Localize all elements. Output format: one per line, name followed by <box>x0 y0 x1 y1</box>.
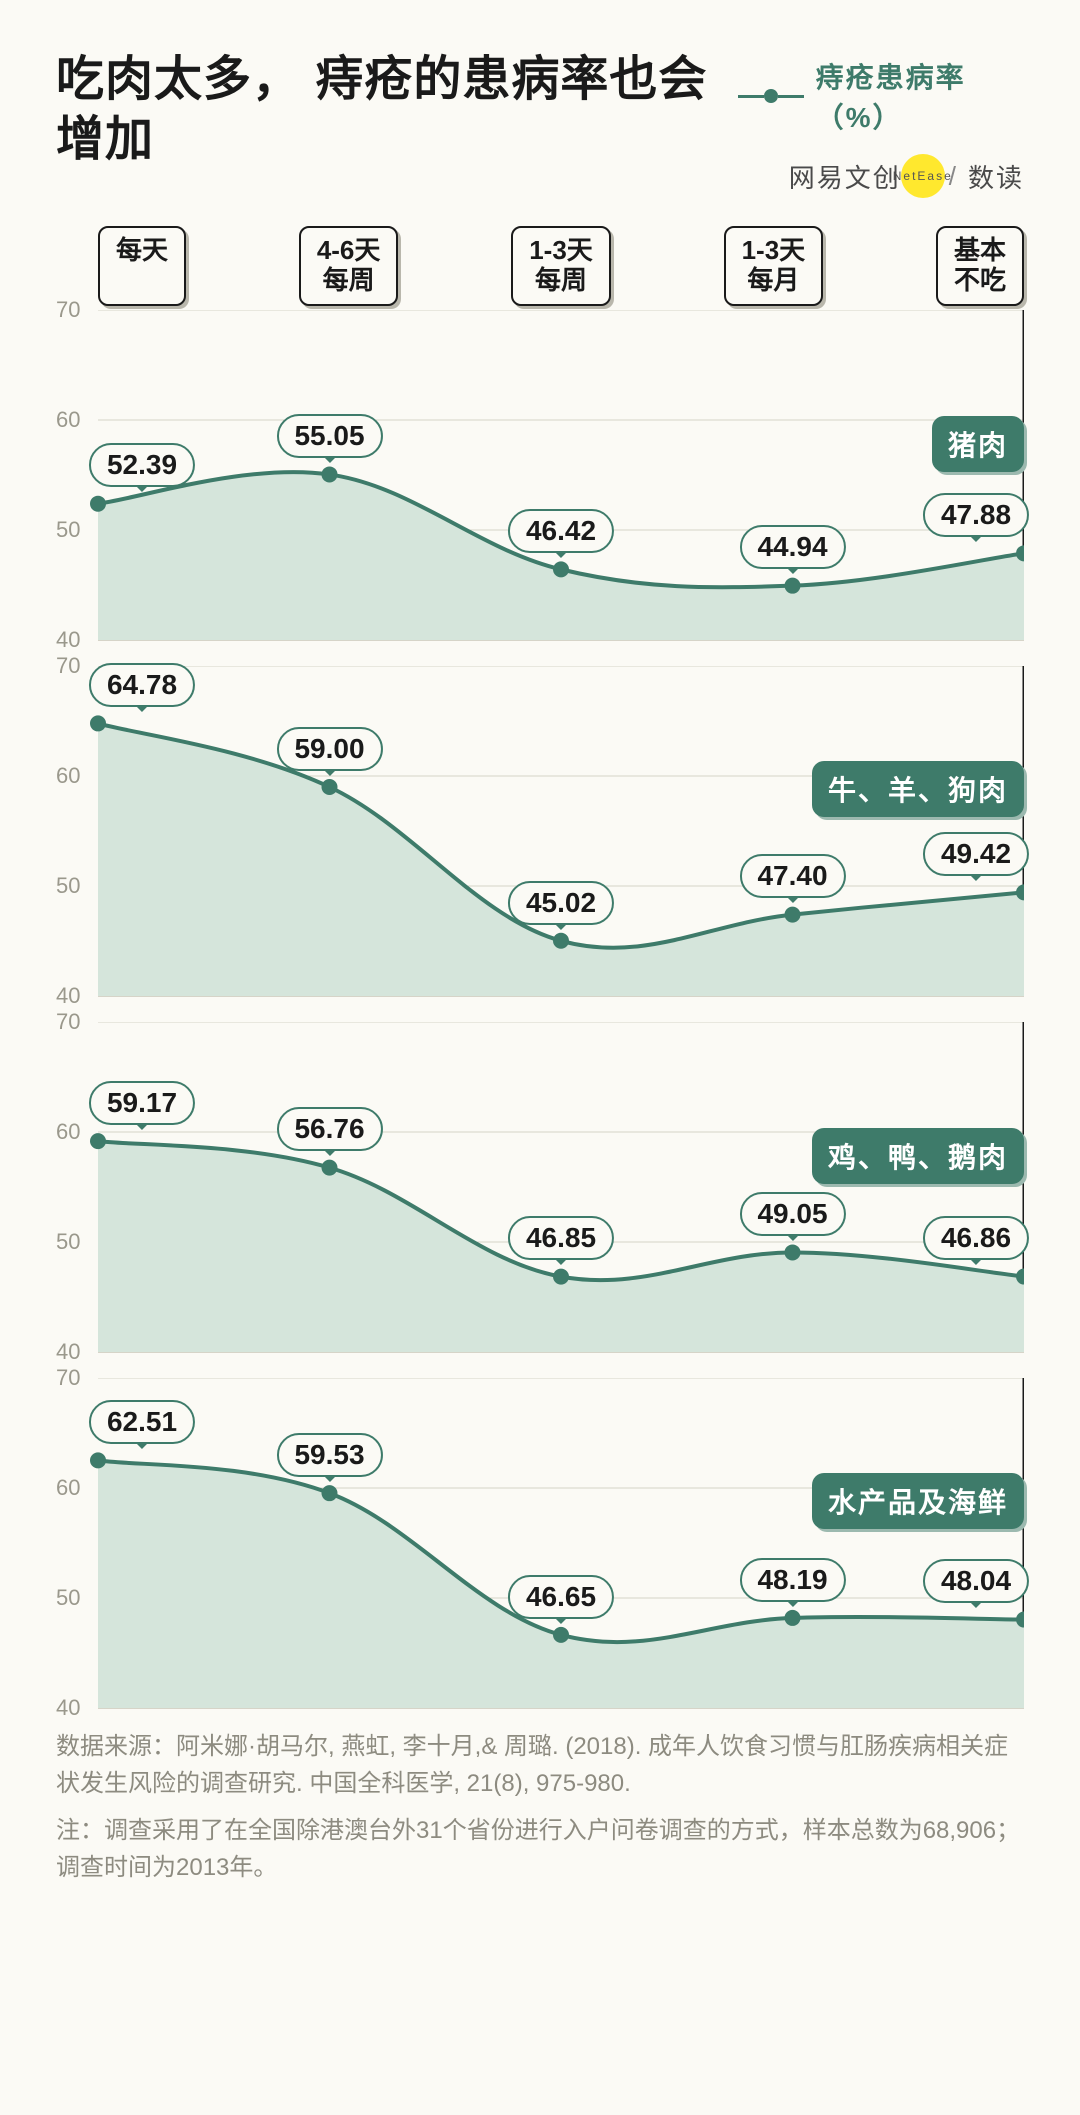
y-tick-label: 70 <box>56 297 80 323</box>
legend: 痔疮患病率（%） <box>738 56 1024 136</box>
footer-source: 数据来源：阿米娜·胡马尔, 燕虹, 李十月,& 周璐. (2018). 成年人饮… <box>56 1728 1024 1802</box>
data-point-label: 56.76 <box>276 1107 382 1151</box>
y-tick-label: 70 <box>56 1009 80 1035</box>
chart-panel: 40506070牛、羊、狗肉64.7859.0045.0247.4049.42 <box>56 666 1024 996</box>
data-point-label: 59.17 <box>89 1081 195 1125</box>
y-tick-label: 50 <box>56 517 80 543</box>
data-point-label: 48.19 <box>739 1558 845 1602</box>
brand-circle-icon: NetEase <box>901 154 945 198</box>
data-marker <box>90 495 106 511</box>
x-category-pill: 基本 不吃 <box>936 226 1024 306</box>
data-point-label: 46.85 <box>508 1216 614 1260</box>
y-tick-label: 40 <box>56 1339 80 1365</box>
x-category-pill: 每天 <box>98 226 186 306</box>
y-tick-label: 50 <box>56 1585 80 1611</box>
footer: 数据来源：阿米娜·胡马尔, 燕虹, 李十月,& 周璐. (2018). 成年人饮… <box>0 1708 1080 1927</box>
legend-swatch-icon <box>738 89 804 103</box>
x-axis-categories: 每天 4-6天 每周 1-3天 每周 1-3天 每月 基本 不吃 <box>0 208 1080 310</box>
chart-svg <box>56 1022 1024 1356</box>
chart-panel: 40506070水产品及海鲜62.5159.5346.6548.1948.04 <box>56 1378 1024 1708</box>
y-tick-label: 60 <box>56 763 80 789</box>
data-marker <box>90 1133 106 1149</box>
data-point-label: 59.00 <box>276 727 382 771</box>
data-marker <box>90 1452 106 1468</box>
brand-slash: / <box>949 161 958 192</box>
data-point-label: 59.53 <box>276 1433 382 1477</box>
y-tick-label: 70 <box>56 1365 80 1391</box>
y-tick-label: 60 <box>56 1119 80 1145</box>
x-category-pill: 1-3天 每周 <box>511 226 611 306</box>
meat-category-label: 水产品及海鲜 <box>812 1473 1024 1529</box>
data-point-label: 55.05 <box>276 414 382 458</box>
data-point-label: 49.42 <box>923 832 1029 876</box>
chart-svg <box>56 666 1024 1000</box>
meat-category-label: 牛、羊、狗肉 <box>812 761 1024 817</box>
data-point-label: 62.51 <box>89 1400 195 1444</box>
brand-post-text: 数读 <box>968 158 1024 195</box>
data-point-label: 46.65 <box>508 1575 614 1619</box>
data-point-label: 47.40 <box>739 854 845 898</box>
y-tick-label: 50 <box>56 1229 80 1255</box>
footer-note: 注：调查采用了在全国除港澳台外31个省份进行入户问卷调查的方式，样本总数为68,… <box>56 1812 1024 1886</box>
data-point-label: 45.02 <box>508 881 614 925</box>
data-point-label: 46.42 <box>508 509 614 553</box>
data-point-label: 47.88 <box>923 493 1029 537</box>
chart-svg <box>56 310 1024 644</box>
data-point-label: 52.39 <box>89 443 195 487</box>
brand-logo: 网易文创 NetEase / 数读 <box>789 154 1024 198</box>
data-marker <box>90 715 106 731</box>
y-tick-label: 60 <box>56 407 80 433</box>
chart-svg <box>56 1378 1024 1712</box>
data-point-label: 64.78 <box>89 663 195 707</box>
y-tick-label: 60 <box>56 1475 80 1501</box>
y-tick-label: 40 <box>56 1695 80 1721</box>
y-tick-label: 50 <box>56 873 80 899</box>
data-point-label: 46.86 <box>923 1216 1029 1260</box>
x-category-pill: 4-6天 每周 <box>299 226 399 306</box>
y-tick-label: 40 <box>56 627 80 653</box>
meat-category-label: 猪肉 <box>932 416 1024 472</box>
data-point-label: 48.04 <box>923 1559 1029 1603</box>
y-tick-label: 70 <box>56 653 80 679</box>
chart-panel: 40506070鸡、鸭、鹅肉59.1756.7646.8549.0546.86 <box>56 1022 1024 1352</box>
meat-category-label: 鸡、鸭、鹅肉 <box>812 1128 1024 1184</box>
brand-pre-text: 网易文创 <box>789 158 901 195</box>
legend-label: 痔疮患病率（%） <box>816 56 1024 136</box>
data-point-label: 49.05 <box>739 1192 845 1236</box>
data-point-label: 44.94 <box>739 525 845 569</box>
y-tick-label: 40 <box>56 983 80 1009</box>
x-category-pill: 1-3天 每月 <box>724 226 824 306</box>
chart-panel: 40506070猪肉52.3955.0546.4244.9447.88 <box>56 310 1024 640</box>
page-title: 吃肉太多， 痔疮的患病率也会增加 <box>56 50 738 170</box>
